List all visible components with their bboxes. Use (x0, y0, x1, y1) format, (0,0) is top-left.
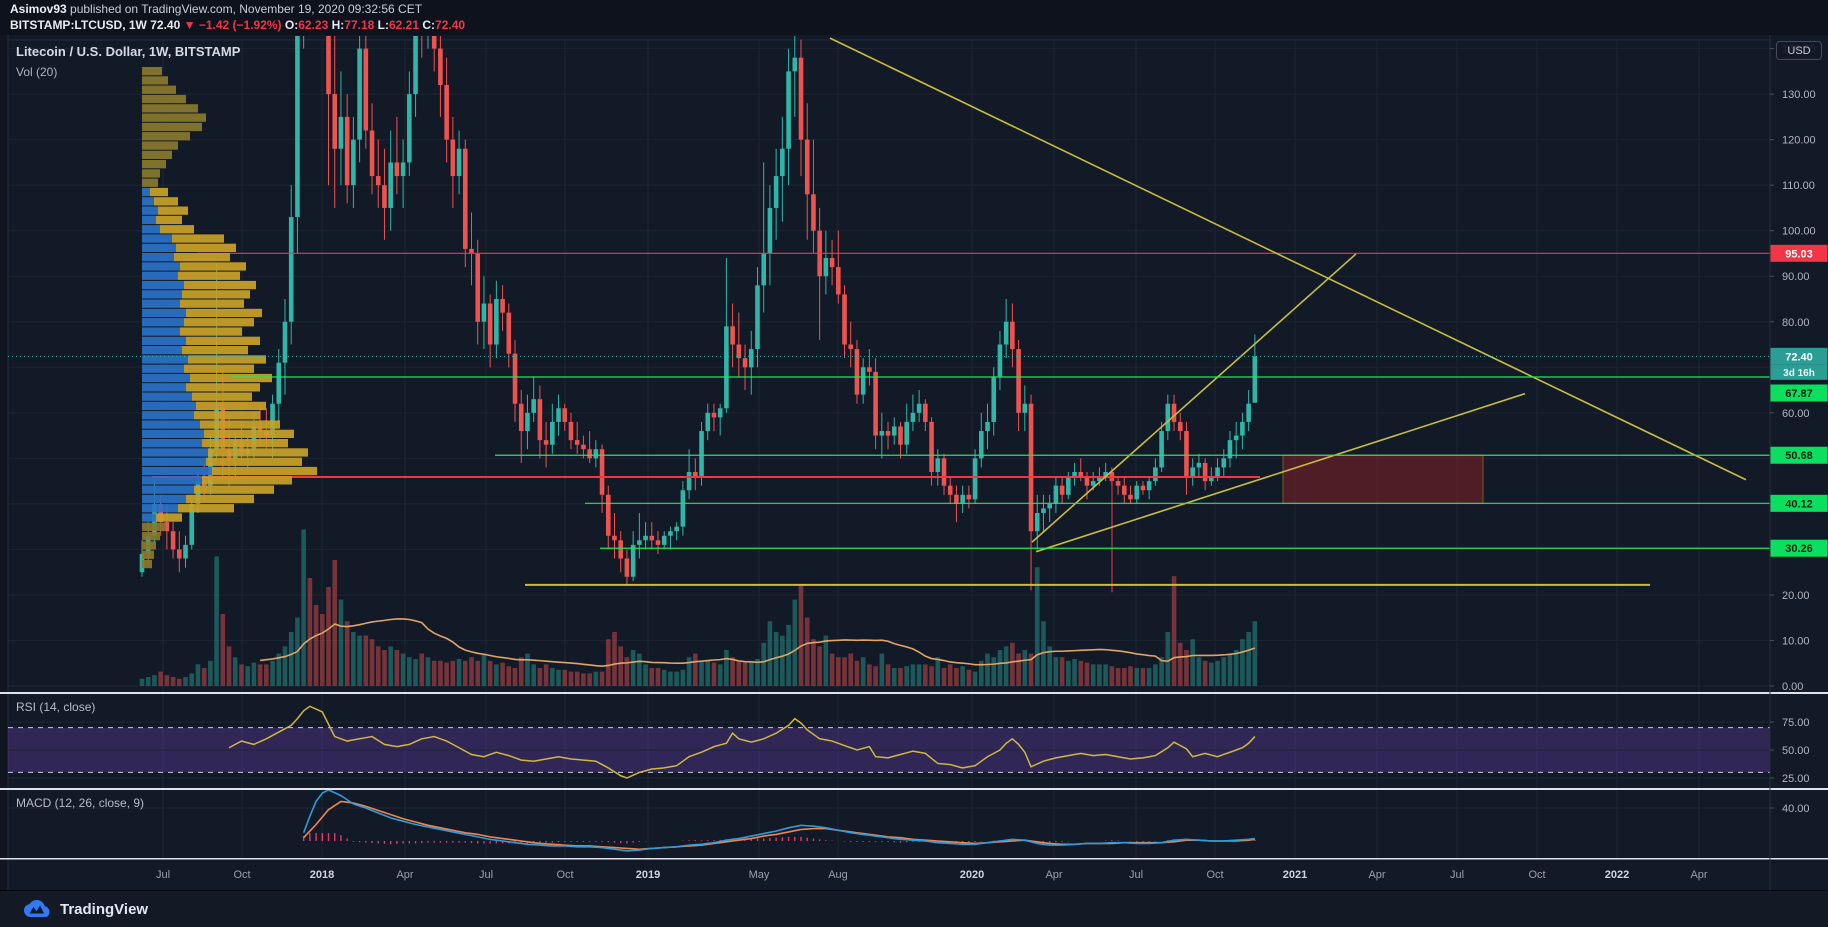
currency-unit-button[interactable]: USD (1776, 41, 1822, 60)
pane-separator (0, 692, 1828, 694)
svg-text:25.00: 25.00 (1782, 773, 1810, 785)
bar-countdown-tag: 3d 16h (1770, 364, 1828, 380)
direction-down-icon: ▼ (183, 18, 196, 32)
svg-text:100.00: 100.00 (1782, 226, 1816, 238)
svg-text:60.00: 60.00 (1782, 408, 1810, 420)
price-axis[interactable]: 140.00130.00120.00110.00100.0090.0080.00… (1769, 35, 1828, 890)
price-change: −1.42 (−1.92%) (198, 18, 282, 32)
svg-text:130.00: 130.00 (1782, 89, 1816, 101)
svg-text:Jul: Jul (479, 869, 493, 881)
support-price-tag: 67.87 (1770, 384, 1828, 402)
macd-pane-label[interactable]: MACD (12, 26, close, 9) (16, 796, 145, 810)
svg-text:10.00: 10.00 (1782, 635, 1810, 647)
current-price-tag: 72.40 (1770, 347, 1828, 365)
descending-trendline (829, 37, 1747, 481)
author-name[interactable]: Asimov93 (10, 2, 67, 16)
volume-layer (139, 529, 1258, 686)
svg-text:Oct: Oct (1528, 869, 1545, 881)
svg-text:Oct: Oct (1206, 869, 1223, 881)
volume-profile-layer (142, 67, 317, 569)
symbol-name[interactable]: BITSTAMP:LTCUSD, 1W (10, 18, 147, 32)
footer-bar: TradingView (0, 890, 1828, 927)
svg-text:75.00: 75.00 (1782, 717, 1810, 729)
svg-text:80.00: 80.00 (1782, 317, 1810, 329)
rising-wedge-upper (1031, 253, 1357, 543)
low-value: 62.21 (389, 18, 420, 32)
svg-text:Apr: Apr (1368, 869, 1385, 881)
open-value: 62.23 (298, 18, 329, 32)
svg-text:Apr: Apr (1690, 869, 1707, 881)
svg-text:2021: 2021 (1283, 869, 1307, 881)
low-label: L: (377, 18, 389, 32)
svg-text:2019: 2019 (636, 869, 660, 881)
volume-ma-line (260, 618, 1256, 668)
legend-volume-indicator[interactable]: Vol (20) (16, 65, 58, 79)
rsi-pane (8, 705, 1770, 779)
svg-text:3d 16h: 3d 16h (1783, 368, 1815, 379)
rsi-pane-label[interactable]: RSI (14, close) (16, 700, 96, 714)
support-price-tag: 50.68 (1770, 446, 1828, 464)
svg-text:Jul: Jul (1129, 869, 1143, 881)
tradingview-brand[interactable]: TradingView (60, 900, 149, 918)
svg-text:50.68: 50.68 (1785, 450, 1813, 462)
red-alert-lines (152, 252, 1770, 593)
svg-text:30.26: 30.26 (1785, 543, 1813, 555)
svg-text:2022: 2022 (1605, 869, 1629, 881)
svg-text:20.00: 20.00 (1782, 590, 1810, 602)
macd-line (302, 790, 1255, 852)
left-gutter (0, 35, 8, 890)
pane-separator (0, 858, 1828, 860)
tradingview-cloud-logo[interactable] (22, 899, 52, 919)
rising-wedge-lower (1035, 392, 1526, 553)
svg-text:2018: 2018 (310, 869, 334, 881)
svg-text:Apr: Apr (396, 869, 413, 881)
svg-text:2020: 2020 (960, 869, 984, 881)
svg-text:0.00: 0.00 (1782, 681, 1803, 693)
drawings-layer (8, 37, 1770, 586)
publish-byline: Asimov93 published on TradingView.com, N… (10, 2, 422, 16)
close-label: C: (422, 18, 436, 32)
svg-text:Oct: Oct (556, 869, 573, 881)
svg-text:Jul: Jul (156, 869, 170, 881)
svg-text:95.03: 95.03 (1785, 248, 1813, 260)
svg-text:120.00: 120.00 (1782, 135, 1816, 147)
pane-separator (0, 788, 1828, 790)
symbol-status-line: BITSTAMP:LTCUSD, 1W 72.40 ▼ −1.42 (−1.92… (10, 18, 466, 32)
close-value: 72.40 (435, 18, 466, 32)
svg-text:Aug: Aug (828, 869, 848, 881)
high-label: H: (331, 18, 345, 32)
svg-text:Oct: Oct (233, 869, 250, 881)
chart-legend: Litecoin / U.S. Dollar, 1W, BITSTAMP Vol… (16, 44, 240, 79)
svg-text:72.40: 72.40 (1785, 351, 1813, 363)
svg-text:Apr: Apr (1045, 869, 1062, 881)
publish-info: published on TradingView.com, November 1… (66, 2, 423, 16)
svg-text:67.87: 67.87 (1785, 388, 1813, 400)
open-label: O: (284, 18, 299, 32)
high-value: 77.18 (344, 18, 375, 32)
svg-text:50.00: 50.00 (1782, 745, 1810, 757)
macd-pane (8, 790, 1770, 852)
svg-text:40.00: 40.00 (1782, 803, 1810, 815)
svg-text:Jul: Jul (1450, 869, 1464, 881)
svg-text:90.00: 90.00 (1782, 271, 1810, 283)
svg-text:110.00: 110.00 (1782, 180, 1815, 192)
main-pane (8, 36, 1770, 686)
grid-layer (8, 40, 1770, 858)
alert-price-tag: 95.03 (1770, 244, 1828, 262)
candles-layer (139, 36, 1258, 591)
rsi-line (228, 705, 1256, 779)
publish-header: Asimov93 published on TradingView.com, N… (0, 0, 1828, 35)
supply-zone-box (1282, 454, 1484, 504)
time-axis[interactable]: Jul Oct 2018 Apr Jul Oct 2019 May Aug 2020 Apr Jul O… (156, 869, 1708, 881)
support-price-tag: 30.26 (1770, 539, 1828, 557)
legend-symbol-title[interactable]: Litecoin / U.S. Dollar, 1W, BITSTAMP (16, 44, 241, 59)
svg-text:40.12: 40.12 (1785, 498, 1813, 510)
support-price-tag: 40.12 (1770, 494, 1828, 512)
svg-text:May: May (749, 869, 770, 881)
